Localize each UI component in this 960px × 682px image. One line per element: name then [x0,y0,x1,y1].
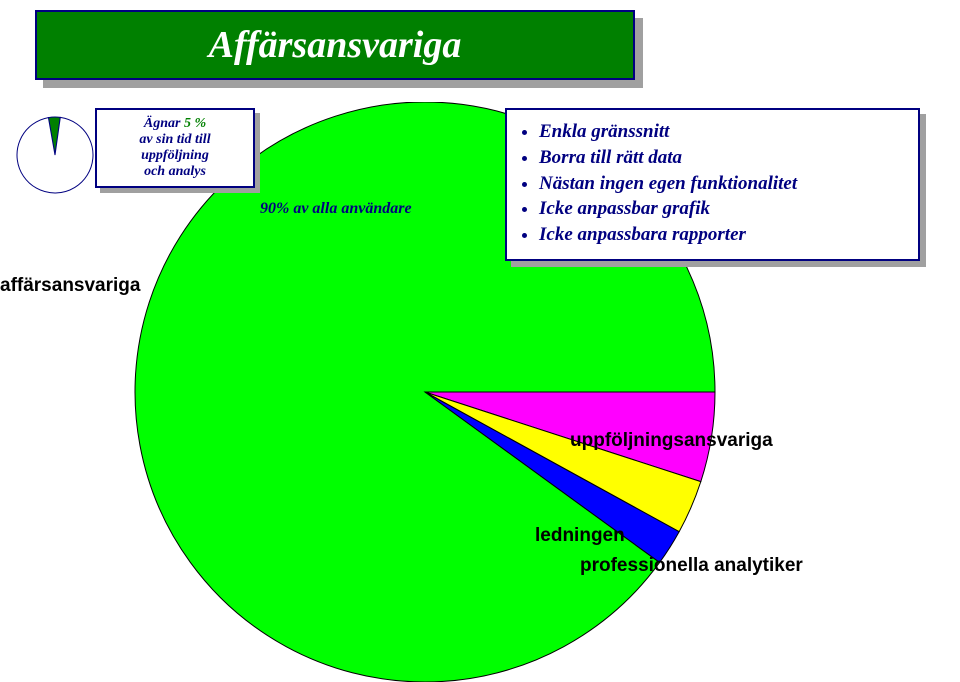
title-bar: Affärsansvariga [35,10,635,80]
pie-slice-label: affärsansvariga [0,275,140,297]
pie-slice-label: uppföljningsansvariga [570,430,773,452]
callout-left: Ägnar 5 % av sin tid till uppföljning oc… [95,108,255,188]
callout-line3: uppföljning [101,148,249,164]
center-label: 90% av alla användare [260,200,412,218]
bullet-item: Borra till rätt data [539,146,908,170]
bullet-item: Nästan ingen egen funktionalitet [539,172,908,196]
callout-line1-pre: Ägnar [144,116,184,131]
callout-line1-accent: 5 % [184,116,206,131]
small-pie-chart [15,115,95,195]
bullets-list: Enkla gränssnittBorra till rätt dataNäst… [517,120,908,247]
pie-slice-label: ledningen [535,525,625,547]
bullet-item: Icke anpassbara rapporter [539,223,908,247]
bullet-item: Icke anpassbar grafik [539,197,908,221]
callout-line2: av sin tid till [101,132,249,148]
pie-slice-label: professionella analytiker [580,555,803,577]
bullets-box: Enkla gränssnittBorra till rätt dataNäst… [505,108,920,261]
page-title: Affärsansvariga [209,23,462,67]
callout-line4: och analys [101,164,249,180]
bullet-item: Enkla gränssnitt [539,120,908,144]
